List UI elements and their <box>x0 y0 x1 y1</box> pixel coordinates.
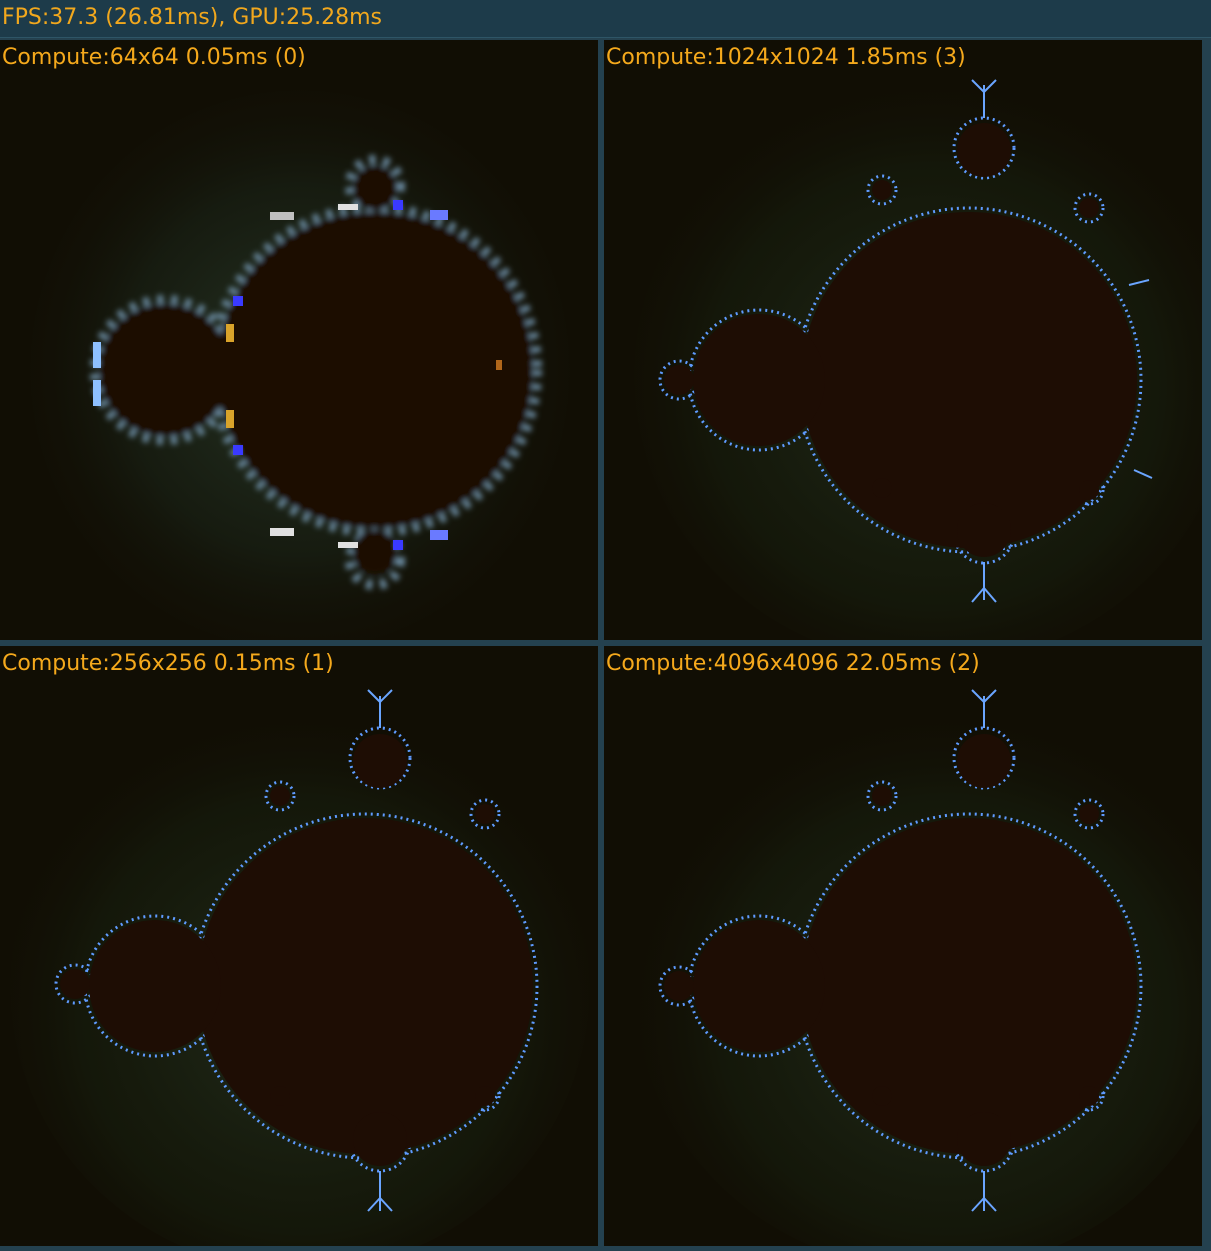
mandelbrot-render <box>30 90 570 640</box>
compute-panel-64[interactable]: Compute:64x64 0.05ms (0) <box>0 40 598 640</box>
mandelbrot-render <box>634 79 1202 640</box>
mandelbrot-render <box>634 689 1202 1246</box>
panel-label: Compute:256x256 0.15ms (1) <box>2 651 334 676</box>
panel-label: Compute:64x64 0.05ms (0) <box>2 45 306 70</box>
viewport-grid: Compute:64x64 0.05ms (0) <box>0 40 1211 1247</box>
panel-label: Compute:1024x1024 1.85ms (3) <box>606 45 966 70</box>
compute-panel-4096[interactable]: Compute:4096x4096 22.05ms (2) <box>604 646 1202 1246</box>
panel-label: Compute:4096x4096 22.05ms (2) <box>606 651 980 676</box>
stats-bar: FPS:37.3 (26.81ms), GPU:25.28ms <box>0 0 1211 38</box>
mandelbrot-render <box>10 689 590 1246</box>
compute-panel-1024[interactable]: Compute:1024x1024 1.85ms (3) <box>604 40 1202 640</box>
fps-readout: FPS:37.3 (26.81ms), GPU:25.28ms <box>2 5 383 30</box>
compute-panel-256[interactable]: Compute:256x256 0.15ms (1) <box>0 646 598 1246</box>
